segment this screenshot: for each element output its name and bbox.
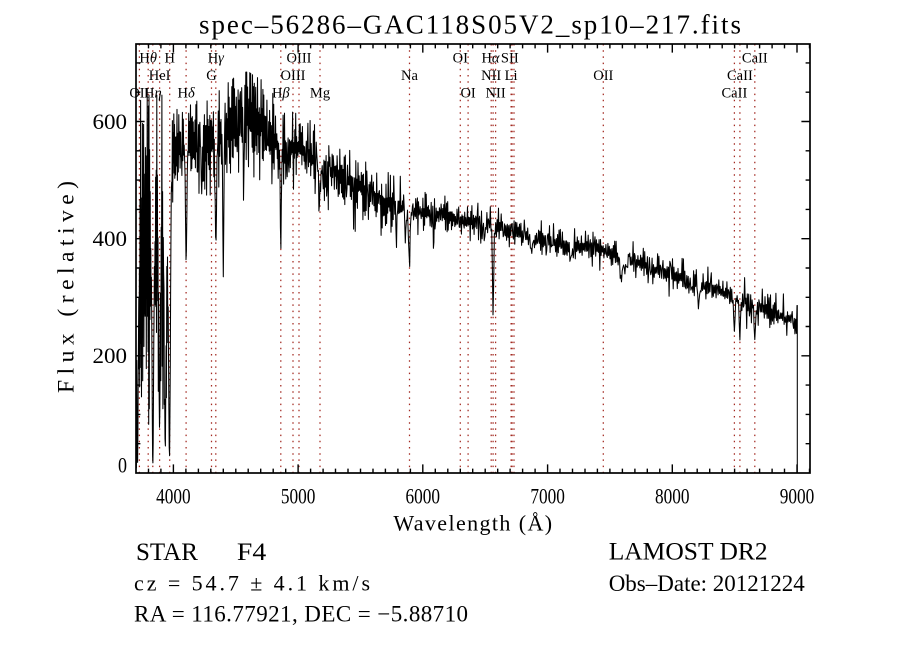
svg-text:6000: 6000 (406, 484, 441, 509)
svg-text:OI: OI (453, 51, 468, 67)
svg-text:OIII: OIII (287, 51, 312, 67)
svg-text:Hδ: Hδ (177, 86, 194, 102)
svg-text:HeI: HeI (149, 68, 171, 84)
svg-text:Mg: Mg (310, 86, 330, 102)
svg-text:OII: OII (129, 86, 149, 102)
svg-text:Wavelength (Å): Wavelength (Å) (393, 511, 552, 536)
svg-text:Obs–Date: 20121224: Obs–Date: 20121224 (609, 571, 806, 596)
svg-text:Hη: Hη (144, 86, 162, 102)
svg-text:8000: 8000 (655, 484, 690, 509)
svg-text:400: 400 (93, 226, 128, 251)
svg-text:Hγ: Hγ (208, 51, 225, 67)
svg-text:7000: 7000 (530, 484, 565, 509)
svg-text:600: 600 (93, 109, 128, 134)
svg-text:Hα: Hα (481, 51, 499, 67)
svg-text:cz = 54.7 ± 4.1 km/s: cz = 54.7 ± 4.1 km/s (134, 571, 370, 596)
svg-text:F4: F4 (237, 539, 267, 566)
svg-text:OI: OI (460, 86, 475, 102)
svg-text:200: 200 (93, 343, 128, 368)
svg-text:Flux (relative): Flux (relative) (54, 181, 80, 393)
svg-text:NII: NII (486, 86, 506, 102)
svg-text:H: H (164, 51, 175, 67)
svg-text:CaII: CaII (722, 86, 748, 102)
svg-text:NII: NII (481, 68, 501, 84)
svg-text:5000: 5000 (281, 484, 316, 509)
svg-text:LAMOST DR2: LAMOST DR2 (609, 536, 768, 565)
svg-text:G: G (206, 68, 217, 84)
svg-text:Hθ: Hθ (139, 51, 157, 67)
svg-text:CaII: CaII (742, 51, 768, 67)
svg-text:Hβ: Hβ (272, 86, 290, 102)
svg-text:4000: 4000 (156, 484, 191, 509)
svg-text:STAR: STAR (136, 539, 198, 566)
svg-text:Na: Na (401, 68, 418, 84)
svg-text:9000: 9000 (780, 484, 815, 509)
svg-text:RA = 116.77921, DEC = −5.88710: RA = 116.77921, DEC = −5.88710 (134, 601, 468, 626)
svg-text:CaII: CaII (727, 68, 753, 84)
svg-text:OII: OII (593, 68, 613, 84)
svg-text:OIII: OIII (281, 68, 306, 84)
svg-text:SII: SII (501, 51, 519, 67)
svg-text:Li: Li (505, 68, 518, 84)
svg-text:0: 0 (118, 453, 127, 478)
